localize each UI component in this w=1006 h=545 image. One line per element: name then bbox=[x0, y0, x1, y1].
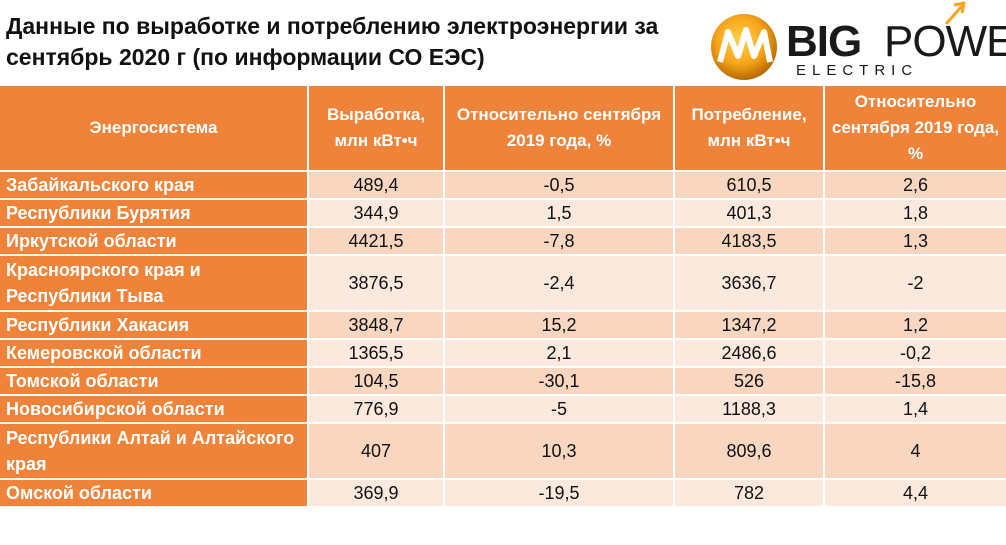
generation-relative-value: -19,5 bbox=[444, 478, 675, 506]
table-row: Новосибирской области 776,9 -5 1188,3 1,… bbox=[0, 394, 1006, 423]
system-name: Новосибирской области bbox=[0, 394, 309, 423]
consumption-value: 401,3 bbox=[674, 198, 825, 227]
generation-relative-value: -2,4 bbox=[444, 254, 675, 311]
generation-relative-value: 1,5 bbox=[444, 198, 675, 227]
table-header-row: Энергосистема Выработка, млн кВт•ч Относ… bbox=[0, 86, 1006, 171]
system-name: Красноярского края и Республики Тыва bbox=[0, 254, 309, 311]
bigpower-logo: BIG POWER ELECTRIC bbox=[706, 0, 1006, 86]
consumption-value: 4183,5 bbox=[674, 226, 825, 255]
consumption-value: 1188,3 bbox=[674, 394, 825, 423]
system-name: Республики Хакасия bbox=[0, 310, 309, 339]
consumption-relative-value: 4 bbox=[824, 422, 1006, 479]
page-title: Данные по выработке и потреблению электр… bbox=[6, 13, 659, 70]
system-name: Республики Алтай и Алтайского края bbox=[0, 422, 309, 479]
generation-value: 407 bbox=[308, 422, 445, 479]
generation-relative-value: 10,3 bbox=[444, 422, 675, 479]
generation-value: 369,9 bbox=[308, 478, 445, 506]
consumption-relative-value: 4,4 bbox=[824, 478, 1006, 506]
generation-relative-value: -30,1 bbox=[444, 366, 675, 395]
generation-value: 104,5 bbox=[308, 366, 445, 395]
consumption-value: 3636,7 bbox=[674, 254, 825, 311]
consumption-relative-value: 2,6 bbox=[824, 170, 1006, 199]
consumption-relative-value: 1,2 bbox=[824, 310, 1006, 339]
header-consumption: Потребление, млн кВт•ч bbox=[674, 86, 825, 171]
system-name: Республики Бурятия bbox=[0, 198, 309, 227]
system-name: Кемеровской области bbox=[0, 338, 309, 367]
header-system: Энергосистема bbox=[0, 86, 309, 171]
consumption-value: 2486,6 bbox=[674, 338, 825, 367]
consumption-relative-value: -0,2 bbox=[824, 338, 1006, 367]
header-generation: Выработка, млн кВт•ч bbox=[308, 86, 445, 171]
table-row: Красноярского края и Республики Тыва 387… bbox=[0, 254, 1006, 311]
generation-value: 776,9 bbox=[308, 394, 445, 423]
table-row: Республики Алтай и Алтайского края 407 1… bbox=[0, 422, 1006, 479]
consumption-value: 526 bbox=[674, 366, 825, 395]
generation-value: 4421,5 bbox=[308, 226, 445, 255]
logo-mark-icon bbox=[711, 14, 777, 80]
system-name: Забайкальского края bbox=[0, 170, 309, 199]
logo-arrow-icon bbox=[944, 1, 966, 25]
consumption-value: 809,6 bbox=[674, 422, 825, 479]
generation-relative-value: -0,5 bbox=[444, 170, 675, 199]
logo-big-text: BIG bbox=[786, 17, 862, 66]
logo-power-text: POWER bbox=[884, 17, 1006, 66]
generation-relative-value: -7,8 bbox=[444, 226, 675, 255]
table-row: Омской области 369,9 -19,5 782 4,4 bbox=[0, 478, 1006, 506]
generation-value: 344,9 bbox=[308, 198, 445, 227]
table-row: Республики Хакасия 3848,7 15,2 1347,2 1,… bbox=[0, 310, 1006, 339]
consumption-value: 782 bbox=[674, 478, 825, 506]
logo-electric-text: ELECTRIC bbox=[796, 62, 919, 79]
system-name: Иркутской области bbox=[0, 226, 309, 255]
generation-value: 489,4 bbox=[308, 170, 445, 199]
generation-value: 1365,5 bbox=[308, 338, 445, 367]
consumption-relative-value: -15,8 bbox=[824, 366, 1006, 395]
system-name: Томской области bbox=[0, 366, 309, 395]
table-row: Забайкальского края 489,4 -0,5 610,5 2,6 bbox=[0, 170, 1006, 199]
generation-relative-value: -5 bbox=[444, 394, 675, 423]
header-generation-relative: Относительно сентября 2019 года, % bbox=[444, 86, 675, 171]
table-row: Кемеровской области 1365,5 2,1 2486,6 -0… bbox=[0, 338, 1006, 367]
consumption-value: 610,5 bbox=[674, 170, 825, 199]
consumption-value: 1347,2 bbox=[674, 310, 825, 339]
energy-table: Энергосистема Выработка, млн кВт•ч Относ… bbox=[0, 86, 1006, 506]
generation-relative-value: 2,1 bbox=[444, 338, 675, 367]
generation-value: 3848,7 bbox=[308, 310, 445, 339]
consumption-relative-value: -2 bbox=[824, 254, 1006, 311]
table-row: Томской области 104,5 -30,1 526 -15,8 bbox=[0, 366, 1006, 395]
consumption-relative-value: 1,8 bbox=[824, 198, 1006, 227]
consumption-relative-value: 1,3 bbox=[824, 226, 1006, 255]
generation-relative-value: 15,2 bbox=[444, 310, 675, 339]
header-consumption-relative: Относительно сентября 2019 года, % bbox=[824, 86, 1006, 171]
generation-value: 3876,5 bbox=[308, 254, 445, 311]
table-row: Республики Бурятия 344,9 1,5 401,3 1,8 bbox=[0, 198, 1006, 227]
consumption-relative-value: 1,4 bbox=[824, 394, 1006, 423]
system-name: Омской области bbox=[0, 478, 309, 506]
table-row: Иркутской области 4421,5 -7,8 4183,5 1,3 bbox=[0, 226, 1006, 255]
